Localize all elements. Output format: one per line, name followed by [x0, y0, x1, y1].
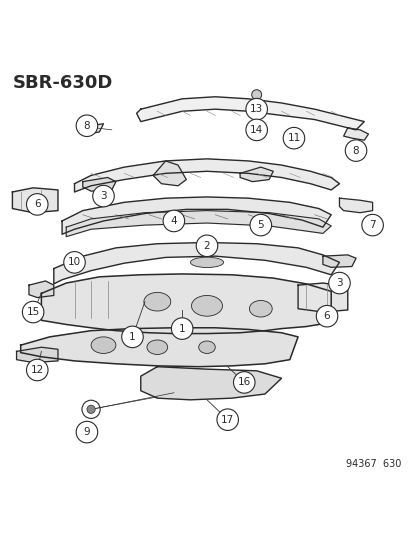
- Circle shape: [316, 305, 337, 327]
- Circle shape: [282, 127, 304, 149]
- Circle shape: [249, 214, 271, 236]
- Polygon shape: [322, 255, 355, 268]
- Text: 9: 9: [83, 427, 90, 437]
- Text: 4: 4: [170, 216, 177, 226]
- Text: 1: 1: [178, 324, 185, 334]
- Circle shape: [26, 193, 48, 215]
- Polygon shape: [83, 124, 103, 134]
- Text: 6: 6: [323, 311, 330, 321]
- Polygon shape: [136, 97, 363, 130]
- Circle shape: [361, 214, 382, 236]
- Circle shape: [26, 359, 48, 381]
- Text: 16: 16: [237, 377, 250, 387]
- Circle shape: [76, 421, 97, 443]
- Polygon shape: [83, 177, 116, 191]
- Polygon shape: [41, 274, 330, 334]
- Circle shape: [87, 405, 95, 414]
- Text: SBR-630D: SBR-630D: [12, 74, 112, 92]
- Polygon shape: [297, 283, 347, 312]
- Text: 10: 10: [68, 257, 81, 268]
- Polygon shape: [21, 328, 297, 367]
- Circle shape: [76, 115, 97, 136]
- Polygon shape: [339, 198, 372, 213]
- Circle shape: [93, 185, 114, 207]
- Circle shape: [22, 301, 44, 323]
- Text: 8: 8: [83, 121, 90, 131]
- Circle shape: [251, 90, 261, 100]
- Text: 2: 2: [203, 241, 210, 251]
- Circle shape: [196, 235, 217, 256]
- Ellipse shape: [91, 337, 116, 353]
- Text: 6: 6: [34, 199, 40, 209]
- Circle shape: [171, 318, 192, 340]
- Text: 94367  630: 94367 630: [345, 459, 401, 470]
- Text: 8: 8: [352, 146, 358, 156]
- Polygon shape: [62, 197, 330, 234]
- Circle shape: [245, 99, 267, 120]
- Text: 3: 3: [100, 191, 107, 201]
- Circle shape: [82, 400, 100, 418]
- Text: 15: 15: [26, 307, 40, 317]
- Circle shape: [163, 210, 184, 232]
- Text: 17: 17: [221, 415, 234, 425]
- Ellipse shape: [144, 293, 170, 311]
- Text: 14: 14: [249, 125, 263, 135]
- Polygon shape: [343, 128, 368, 140]
- Ellipse shape: [198, 341, 215, 353]
- Polygon shape: [153, 161, 186, 186]
- Text: 13: 13: [249, 104, 263, 114]
- Circle shape: [245, 119, 267, 141]
- Text: 3: 3: [335, 278, 342, 288]
- Polygon shape: [240, 167, 273, 182]
- Polygon shape: [66, 211, 330, 237]
- Circle shape: [216, 409, 238, 431]
- Polygon shape: [29, 281, 54, 297]
- Text: 12: 12: [31, 365, 44, 375]
- Text: 11: 11: [287, 133, 300, 143]
- Polygon shape: [17, 347, 58, 362]
- Polygon shape: [54, 243, 339, 284]
- Ellipse shape: [191, 295, 222, 316]
- Text: 7: 7: [368, 220, 375, 230]
- Polygon shape: [140, 367, 281, 400]
- Circle shape: [64, 252, 85, 273]
- Polygon shape: [74, 159, 339, 192]
- Text: 1: 1: [129, 332, 135, 342]
- Circle shape: [121, 326, 143, 348]
- Polygon shape: [12, 188, 58, 213]
- Circle shape: [233, 372, 254, 393]
- Circle shape: [344, 140, 366, 161]
- Circle shape: [328, 272, 349, 294]
- Ellipse shape: [147, 340, 167, 354]
- Ellipse shape: [249, 301, 272, 317]
- Text: 5: 5: [257, 220, 263, 230]
- Ellipse shape: [190, 257, 223, 268]
